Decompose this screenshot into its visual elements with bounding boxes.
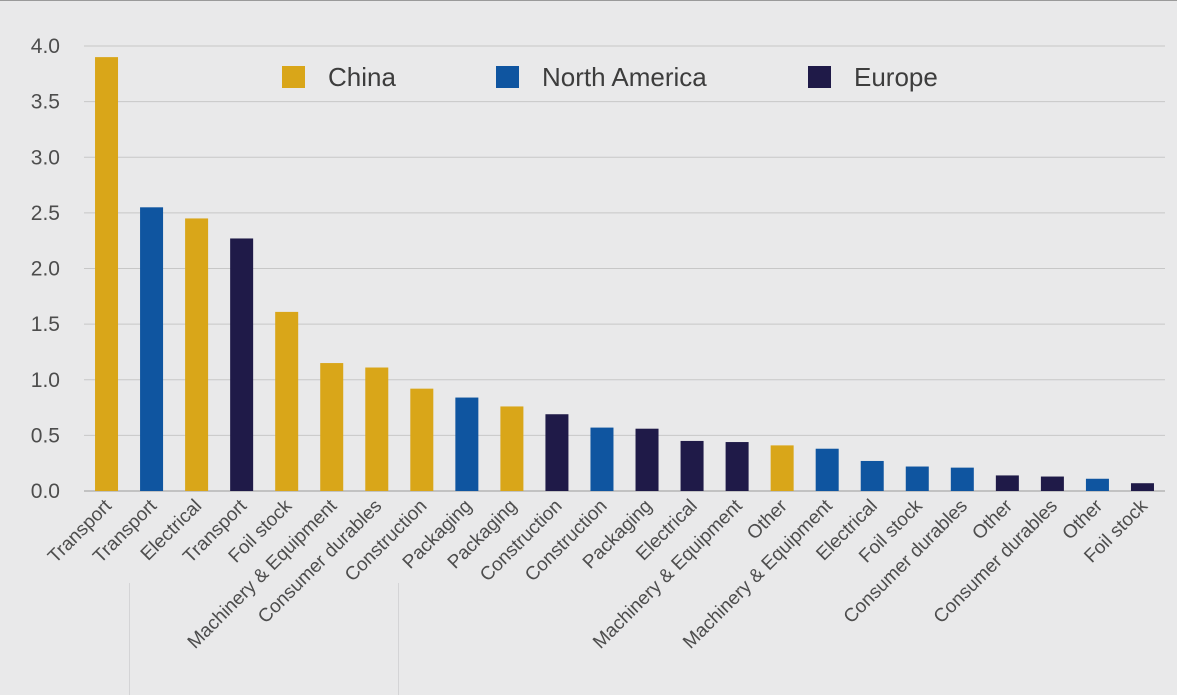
bar-europe — [1130, 483, 1154, 491]
bar-north-america — [140, 207, 164, 491]
bar-europe — [995, 475, 1019, 491]
bar-europe — [635, 428, 659, 491]
bar-china — [770, 445, 794, 491]
legend-swatch — [808, 66, 831, 88]
y-tick-label: 2.5 — [31, 202, 60, 225]
legend: China North America Europe — [282, 62, 938, 92]
bar-europe — [680, 440, 704, 491]
y-tick-label: 4.0 — [31, 35, 60, 58]
bar-europe — [725, 442, 749, 491]
background-divider-right — [398, 583, 399, 695]
bar-north-america — [590, 427, 614, 491]
bar-europe — [545, 414, 569, 491]
background-divider-left — [129, 583, 130, 695]
bar-china — [500, 406, 524, 491]
y-tick-label: 3.0 — [31, 146, 60, 169]
bar-north-america — [905, 466, 929, 491]
legend-label: North America — [542, 62, 707, 92]
bar-china — [185, 218, 209, 491]
top-border — [0, 0, 1177, 1]
bar-north-america — [860, 460, 884, 491]
bar-china — [275, 311, 299, 491]
bar-china — [320, 363, 344, 491]
gridlines — [84, 45, 1165, 492]
bar-europe — [1040, 476, 1064, 491]
y-tick-label: 0.0 — [31, 480, 60, 503]
y-tick-label: 1.5 — [31, 313, 60, 336]
bar-china — [410, 388, 434, 491]
bar-north-america — [950, 467, 974, 491]
bar-north-america — [1085, 478, 1109, 491]
bar-china — [365, 367, 389, 491]
y-axis-ticks: 0.0 0.5 1.0 1.5 2.0 2.5 3.0 3.5 4.0 — [31, 35, 60, 503]
x-axis-ticks: TransportTransportElectricalTransportFoi… — [44, 495, 1152, 653]
legend-label: China — [328, 62, 396, 92]
legend-swatch — [496, 66, 519, 88]
bars — [95, 57, 1154, 491]
y-tick-label: 0.5 — [31, 424, 60, 447]
y-tick-label: 2.0 — [31, 258, 60, 281]
y-tick-label: 1.0 — [31, 369, 60, 392]
legend-label: Europe — [854, 62, 938, 92]
bar-china — [95, 57, 119, 491]
bar-europe — [230, 238, 254, 491]
bar-north-america — [455, 397, 479, 491]
legend-swatch — [282, 66, 305, 88]
y-tick-label: 3.5 — [31, 91, 60, 114]
bar-north-america — [815, 448, 839, 491]
